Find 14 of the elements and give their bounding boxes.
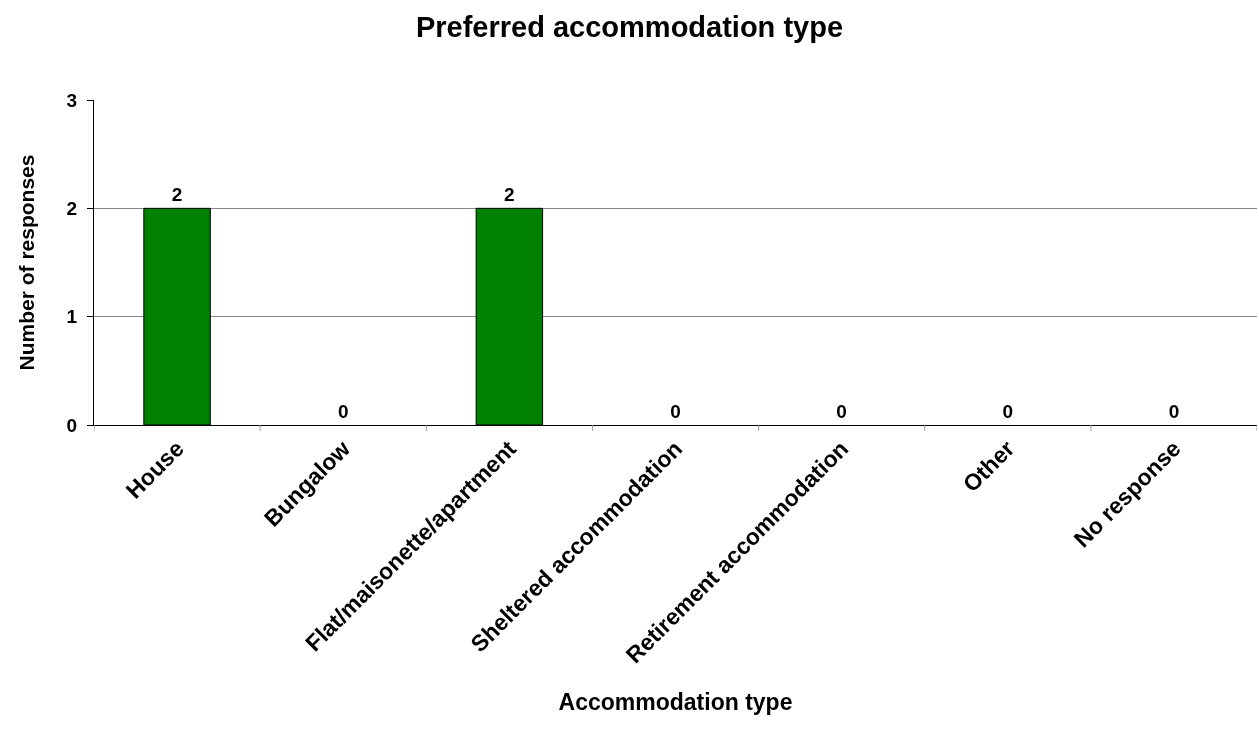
data-label: 0 bbox=[1002, 401, 1014, 422]
data-label: 0 bbox=[670, 401, 681, 422]
x-axis-title: Accommodation type bbox=[558, 688, 793, 715]
y-tick-label: 1 bbox=[66, 306, 78, 328]
data-label: 2 bbox=[504, 184, 515, 206]
y-axis-title: Number of responses bbox=[14, 154, 38, 371]
y-tick-label: 2 bbox=[66, 197, 78, 219]
y-tick-label: 3 bbox=[66, 89, 78, 111]
chart-title: Preferred accommodation type bbox=[415, 11, 844, 44]
y-tick-label: 0 bbox=[66, 414, 78, 436]
data-label: 0 bbox=[337, 401, 349, 422]
data-label: 0 bbox=[836, 401, 847, 422]
data-label: 0 bbox=[1168, 401, 1180, 422]
data-label: 2 bbox=[171, 184, 183, 206]
